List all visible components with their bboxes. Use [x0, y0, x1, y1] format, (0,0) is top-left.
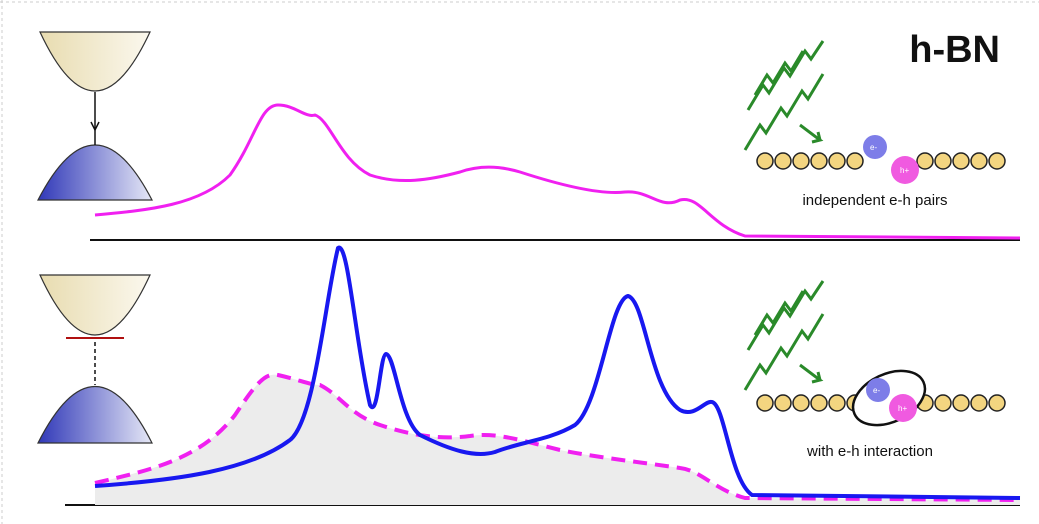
hole-label: h+ [900, 166, 909, 175]
title: h-BN [909, 29, 1000, 71]
page: h-BN e- h+ independent e-h pairs [0, 0, 1039, 524]
electron-label: e- [870, 143, 877, 152]
panel-label: with e-h interaction [806, 443, 933, 460]
figure: h-BN e- h+ independent e-h pairs [0, 0, 1039, 524]
hole-label: h+ [898, 404, 907, 413]
panel-label: independent e-h pairs [802, 192, 947, 209]
electron-label: e- [873, 386, 880, 395]
